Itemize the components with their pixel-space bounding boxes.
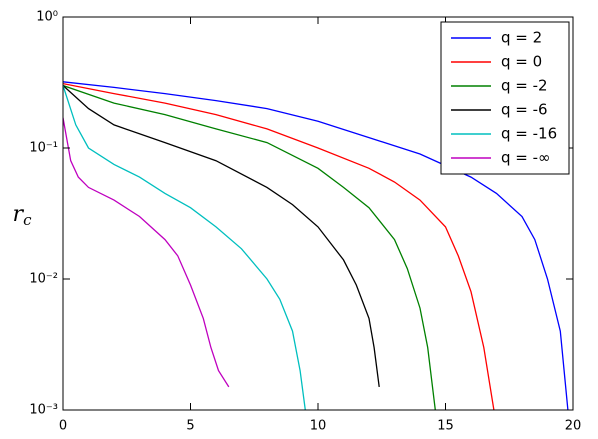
legend-text: q = -16 — [501, 125, 557, 143]
x-tick-label: 20 — [565, 419, 582, 434]
legend-text: q = -2 — [501, 77, 548, 95]
x-tick-label: 15 — [437, 419, 454, 434]
series-line — [63, 85, 380, 387]
series-line — [63, 84, 436, 410]
series-line — [63, 85, 306, 410]
legend-text: q = 0 — [501, 53, 542, 71]
legend-text: q = 2 — [501, 29, 542, 47]
y-tick-label: 10⁻² — [29, 272, 58, 287]
series-line — [63, 117, 230, 388]
series-line — [63, 81, 569, 410]
y-label-subscript: c — [23, 211, 32, 229]
legend-text: q = -∞ — [501, 149, 551, 167]
y-tick-label: 10⁰ — [36, 10, 58, 25]
y-label-symbol: r — [13, 202, 25, 227]
x-tick-label: 5 — [186, 419, 194, 434]
x-tick-label: 10 — [310, 419, 327, 434]
y-tick-label: 10⁻³ — [29, 403, 58, 418]
legend-text: q = -6 — [501, 101, 548, 119]
series-line — [63, 82, 495, 410]
y-tick-label: 10⁻¹ — [29, 141, 58, 156]
x-tick-label: 0 — [59, 419, 67, 434]
legend-box — [440, 21, 570, 175]
y-axis-label: rc — [13, 202, 33, 229]
